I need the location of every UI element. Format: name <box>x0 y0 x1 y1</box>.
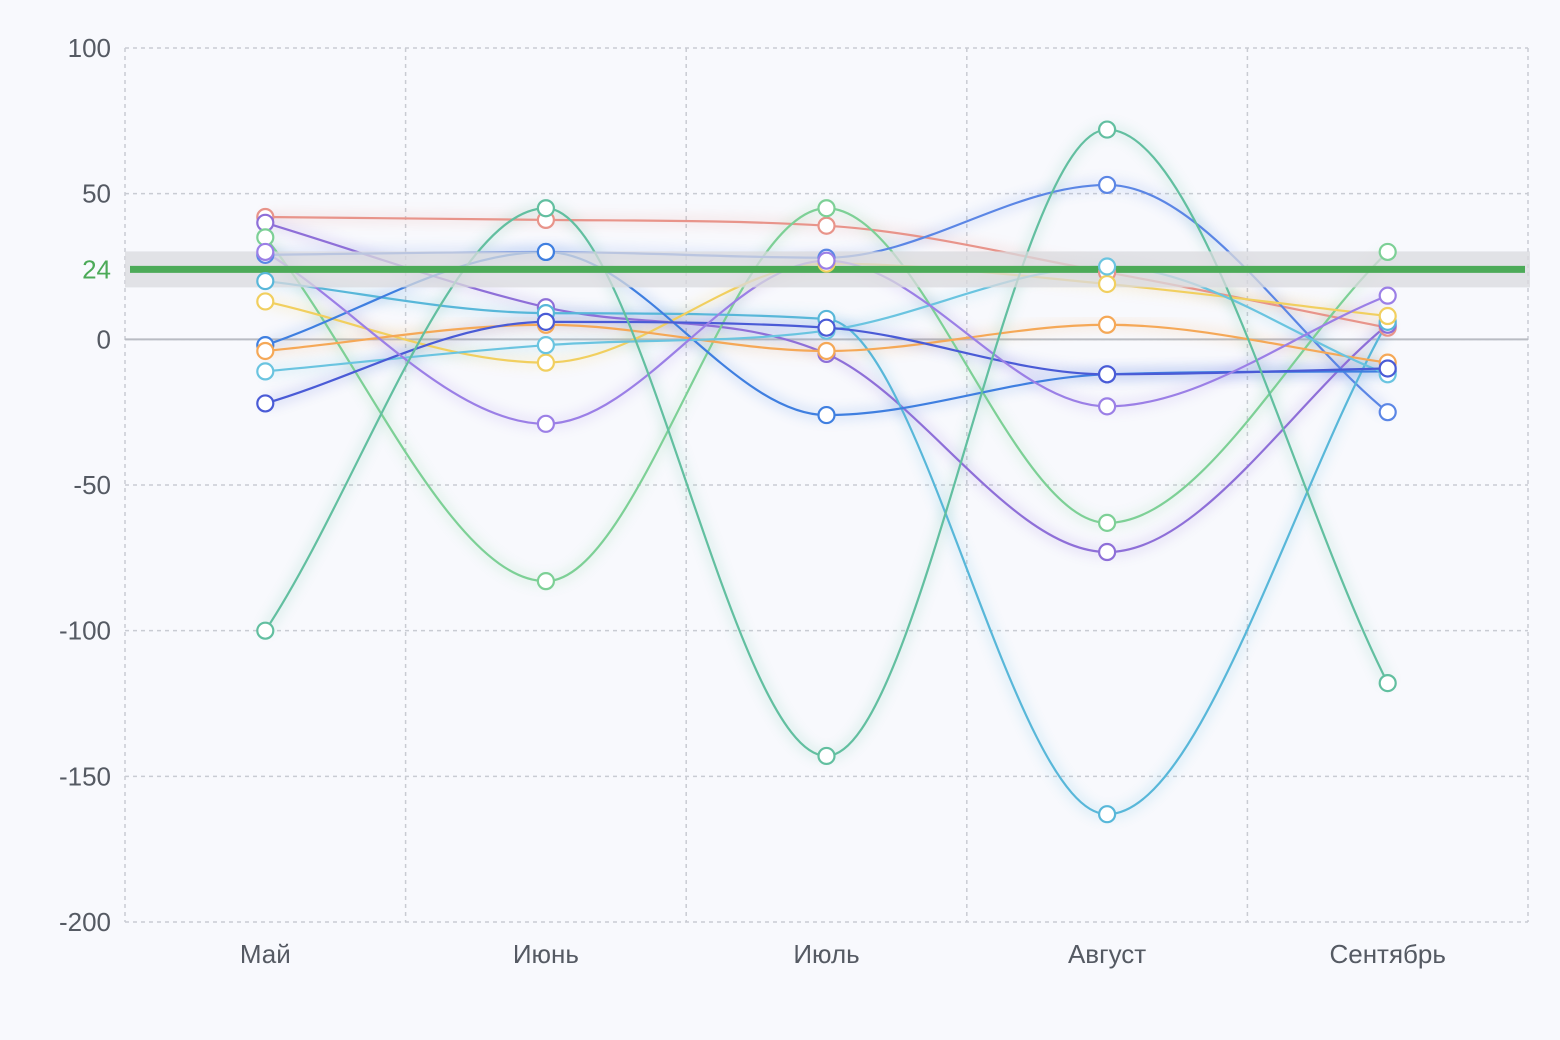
data-point-s4-4 <box>1097 175 1117 195</box>
series-points <box>256 120 1397 824</box>
data-point-s11-1 <box>256 242 275 262</box>
data-point-s11-2 <box>536 414 556 433</box>
data-point-s10-1 <box>256 394 275 413</box>
data-point-s11-5 <box>1378 286 1397 305</box>
data-point-s3-3 <box>817 199 836 218</box>
data-point-s2-4 <box>1097 542 1117 562</box>
data-point-s9-2 <box>536 336 556 355</box>
data-point-s5-4 <box>1097 805 1117 824</box>
data-point-s12-5 <box>1378 674 1397 693</box>
data-point-s8-4 <box>1097 315 1117 334</box>
data-point-s8-3 <box>817 341 836 361</box>
data-point-s12-3 <box>817 746 836 766</box>
series-line-5 <box>265 279 1389 816</box>
data-point-s10-3 <box>817 318 836 337</box>
x-tick-label: Сентябрь <box>1329 939 1445 969</box>
data-point-s11-4 <box>1097 397 1117 416</box>
data-point-s9-1 <box>256 362 275 381</box>
x-tick-label: Май <box>240 939 291 969</box>
data-point-s6-4 <box>1097 274 1117 294</box>
y-tick-label: 100 <box>68 33 111 63</box>
x-tick-label: Июнь <box>513 939 579 969</box>
data-point-s6-1 <box>256 292 275 311</box>
data-point-s10-4 <box>1097 365 1117 384</box>
data-point-s4-5 <box>1378 403 1397 422</box>
grid <box>124 47 1529 923</box>
data-point-s7-3 <box>817 405 836 425</box>
reference-line-label: 24 <box>82 254 111 284</box>
data-point-s1-3 <box>817 216 836 235</box>
data-point-s6-2 <box>536 353 556 372</box>
y-tick-label: 0 <box>97 324 111 354</box>
data-point-s9-4 <box>1097 257 1117 276</box>
y-tick-label: -150 <box>59 761 111 791</box>
data-point-s12-1 <box>256 621 275 640</box>
data-point-s3-4 <box>1097 513 1117 532</box>
x-tick-label: Июль <box>793 939 859 969</box>
data-point-s10-2 <box>536 312 556 331</box>
data-point-s10-5 <box>1378 359 1397 378</box>
x-axis-labels: Май Июнь Июль Август Сентябрь <box>240 939 1446 969</box>
data-point-s11-3 <box>817 251 836 270</box>
data-point-s5-1 <box>256 271 275 291</box>
data-point-s12-2 <box>536 199 556 218</box>
data-point-s3-2 <box>536 572 556 591</box>
data-point-s7-2 <box>536 242 556 262</box>
data-point-s3-5 <box>1378 242 1397 262</box>
x-tick-label: Август <box>1068 939 1146 969</box>
y-tick-label: 50 <box>82 179 111 209</box>
y-tick-label: -50 <box>73 470 111 500</box>
y-tick-label: -100 <box>59 616 111 646</box>
data-point-s8-1 <box>256 341 275 361</box>
y-tick-label: -200 <box>59 907 111 937</box>
y-axis-labels: 100 50 0 -50 -100 -150 -200 24 <box>59 33 111 937</box>
data-point-s6-5 <box>1378 306 1397 326</box>
series-line-12 <box>264 128 1389 758</box>
data-point-s12-4 <box>1097 120 1117 139</box>
